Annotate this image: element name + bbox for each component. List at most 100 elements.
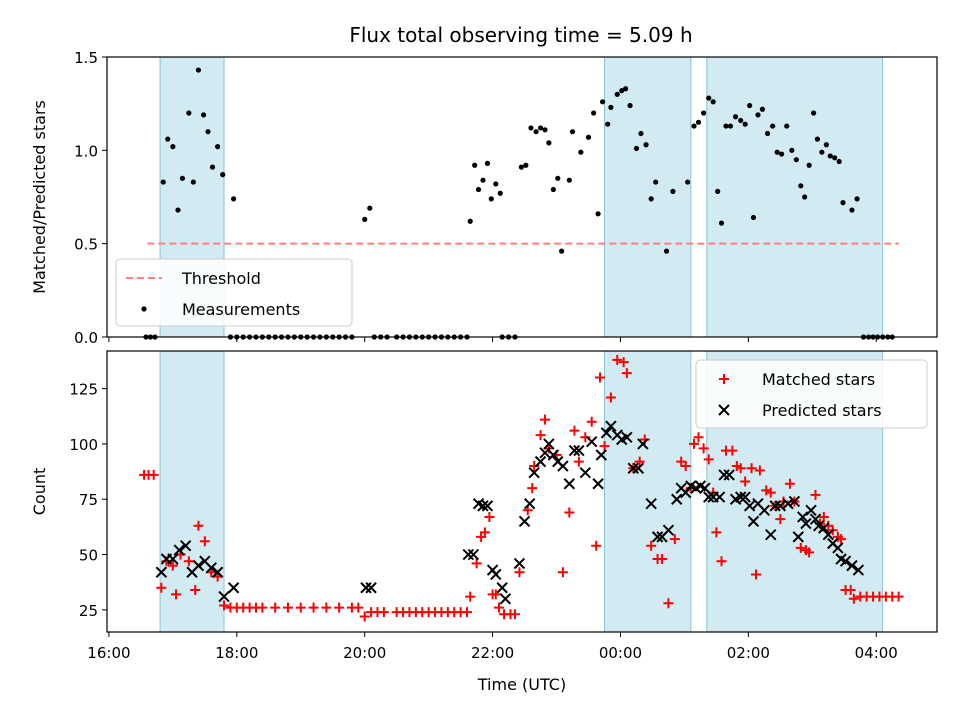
- predicted-point: [179, 540, 192, 552]
- observing-window-3: [706, 56, 884, 338]
- measurement-point: [537, 125, 544, 131]
- measurement-point: [670, 188, 676, 194]
- matched-point: [804, 547, 815, 558]
- predicted-point: [192, 559, 205, 572]
- matched-point: [746, 463, 757, 474]
- matched-point: [493, 602, 504, 613]
- measurement-point: [770, 123, 776, 129]
- matched-point: [509, 609, 520, 620]
- predicted-point: [227, 582, 240, 594]
- measurement-point: [789, 147, 795, 153]
- legend-box: [115, 258, 353, 327]
- x-tick-label: 02:00: [727, 644, 770, 662]
- measurement-point: [528, 125, 534, 131]
- series-matched-stars: [139, 354, 904, 622]
- matched-point: [795, 542, 806, 553]
- measurement-point: [585, 134, 592, 140]
- measurement-point: [755, 112, 761, 118]
- series-predicted-stars: [155, 420, 865, 605]
- legend-label: Predicted stars: [762, 401, 882, 420]
- measurement-point: [823, 142, 829, 148]
- matched-point: [484, 511, 495, 522]
- matched-point: [765, 487, 776, 498]
- predicted-point: [528, 466, 540, 479]
- predicted-point: [718, 469, 730, 481]
- measurement-point: [200, 112, 207, 118]
- predicted-point: [523, 497, 536, 510]
- matched-point: [171, 589, 182, 600]
- chart-title: Flux total observing time = 5.09 h: [349, 23, 692, 47]
- matched-point: [740, 476, 751, 487]
- matched-point: [378, 607, 389, 618]
- matched-point: [751, 569, 762, 580]
- legend: Threshold Measurements: [115, 258, 353, 327]
- x-tick-label: 20:00: [343, 644, 386, 662]
- matched-point: [586, 416, 597, 427]
- matched-point: [527, 483, 538, 494]
- predicted-point: [846, 559, 858, 572]
- measurement-point: [784, 123, 790, 129]
- measurement-point: [190, 179, 196, 185]
- measurement-point: [542, 127, 548, 133]
- predicted-point: [818, 522, 830, 534]
- measurement-point: [595, 211, 601, 217]
- matched-point: [775, 514, 786, 525]
- predicted-point: [739, 491, 751, 503]
- measurement-point: [827, 153, 833, 159]
- measurement-point: [738, 117, 744, 124]
- matched-point: [621, 368, 632, 379]
- predicted-point: [499, 593, 512, 605]
- predicted-point: [547, 449, 560, 461]
- predicted-point: [173, 544, 185, 556]
- matched-point: [646, 540, 657, 551]
- bottom-panel: 25 50 75 100 125 16:00 18:00 20:00 22:00 00:00 02:…: [30, 350, 938, 694]
- observing-window-2: [603, 350, 692, 633]
- predicted-point: [579, 466, 592, 479]
- measurement-point: [559, 248, 565, 254]
- matched-point: [193, 520, 204, 531]
- y-tick-label: 100: [69, 436, 98, 454]
- measurement-point: [179, 175, 186, 181]
- measurement-point: [750, 214, 757, 221]
- measurement-point: [484, 160, 491, 166]
- predicted-point: [839, 555, 852, 567]
- matched-point: [735, 463, 746, 474]
- y-axis-label: Count: [30, 468, 49, 516]
- measurement-point: [849, 207, 855, 213]
- matched-point: [479, 527, 490, 538]
- measurement-point: [793, 157, 799, 163]
- predicted-point: [595, 449, 607, 461]
- measurement-point: [205, 129, 211, 135]
- measurement-point: [732, 114, 739, 120]
- predicted-point: [671, 493, 683, 505]
- predicted-point: [543, 438, 555, 450]
- measurement-point: [832, 155, 838, 161]
- predicted-point: [723, 469, 735, 481]
- matched-point: [618, 357, 629, 368]
- matched-point: [848, 593, 859, 604]
- matched-point: [689, 438, 700, 449]
- top-panel: 0.0 0.5 1.0 1.5 Matched/Predicted stars Thres…: [30, 49, 938, 347]
- matched-point: [663, 598, 674, 609]
- measurement-point: [608, 104, 614, 110]
- measurement-point: [779, 151, 785, 157]
- matched-point: [605, 392, 616, 403]
- matched-point: [353, 602, 364, 613]
- predicted-point: [539, 447, 551, 459]
- predicted-point: [765, 528, 777, 541]
- measurement-point: [691, 123, 697, 129]
- predicted-point: [822, 528, 835, 541]
- measurement-point: [220, 172, 226, 178]
- measurement-point: [523, 162, 529, 168]
- matched-point: [183, 556, 194, 567]
- matched-point: [711, 527, 722, 538]
- x-tick-label: 22:00: [471, 644, 514, 662]
- measurement-point: [723, 123, 729, 129]
- measurement-point: [648, 196, 654, 202]
- measurement-point: [467, 218, 473, 224]
- matched-point: [282, 602, 293, 613]
- measurement-point: [569, 129, 576, 135]
- matched-point: [612, 354, 623, 365]
- predicted-point: [360, 582, 372, 594]
- x-axis-label: Time (UTC): [477, 675, 566, 694]
